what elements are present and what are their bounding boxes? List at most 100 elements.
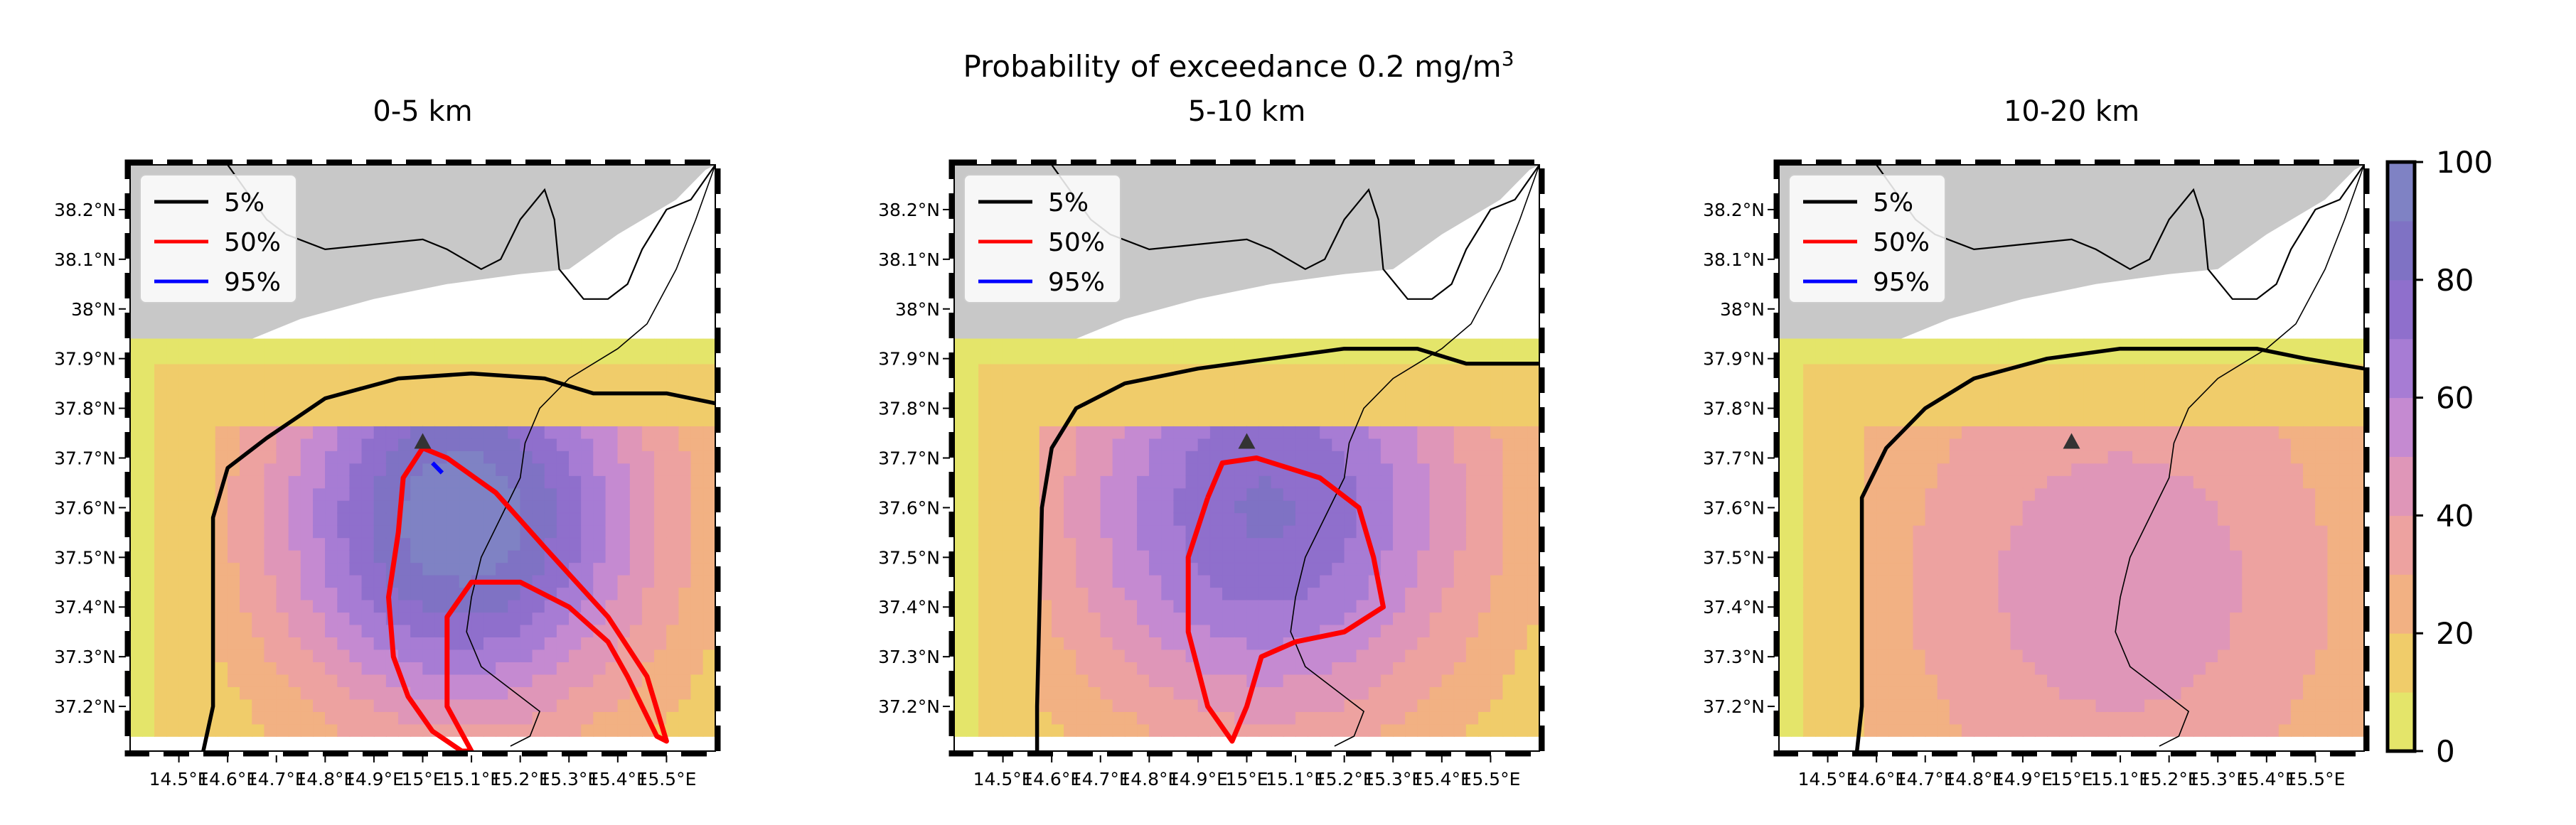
field-cell bbox=[385, 500, 399, 514]
field-cell bbox=[556, 363, 570, 377]
y-tick-label: 37.5°N bbox=[878, 547, 940, 568]
field-cell bbox=[337, 637, 351, 650]
field-cell bbox=[1258, 400, 1272, 414]
field-cell bbox=[1779, 512, 1792, 526]
field-cell bbox=[2266, 463, 2280, 476]
field-cell bbox=[569, 450, 582, 464]
field-cell bbox=[1986, 500, 1999, 514]
field-cell bbox=[1405, 413, 1418, 426]
field-cell bbox=[2157, 351, 2170, 365]
field-cell bbox=[2242, 363, 2255, 377]
field-cell bbox=[154, 487, 168, 501]
field-cell bbox=[2157, 711, 2170, 725]
field-cell bbox=[2034, 537, 2048, 551]
field-cell bbox=[2132, 413, 2146, 426]
field-cell bbox=[252, 375, 265, 389]
field-cell bbox=[641, 587, 655, 600]
field-cell bbox=[690, 599, 704, 613]
field-cell bbox=[1234, 599, 1248, 613]
field-cell bbox=[1441, 438, 1455, 451]
field-cell bbox=[422, 500, 436, 514]
field-cell bbox=[2034, 413, 2048, 426]
field-cell bbox=[1839, 338, 1853, 352]
field-cell bbox=[1271, 425, 1284, 439]
field-cell bbox=[2351, 537, 2364, 551]
field-cell bbox=[1161, 549, 1175, 564]
field-cell bbox=[2132, 711, 2146, 725]
field-cell bbox=[459, 388, 472, 401]
field-cell bbox=[1827, 450, 1841, 464]
field-cell bbox=[178, 599, 192, 613]
field-cell bbox=[1925, 512, 1938, 526]
field-cell bbox=[617, 711, 631, 725]
field-cell bbox=[434, 562, 448, 576]
field-cell bbox=[154, 649, 168, 663]
field-cell bbox=[178, 562, 192, 576]
field-cell bbox=[2181, 574, 2194, 588]
field-cell bbox=[1453, 463, 1467, 476]
field-cell bbox=[966, 711, 979, 725]
field-cell bbox=[361, 351, 375, 365]
field-cell bbox=[130, 699, 143, 712]
field-cell bbox=[337, 351, 351, 365]
field-cell bbox=[373, 388, 387, 401]
field-cell bbox=[1197, 463, 1211, 476]
field-cell bbox=[1949, 624, 1962, 638]
field-cell bbox=[1527, 463, 1539, 476]
field-cell bbox=[1320, 425, 1333, 439]
field-cell bbox=[1064, 500, 1077, 514]
field-cell bbox=[130, 351, 143, 365]
field-cell bbox=[2107, 487, 2121, 501]
field-cell bbox=[1271, 674, 1284, 687]
field-cell bbox=[966, 637, 979, 650]
field-cell bbox=[2278, 512, 2292, 526]
field-cell bbox=[1185, 699, 1199, 712]
field-cell bbox=[410, 599, 424, 613]
field-cell bbox=[520, 338, 533, 352]
field-cell bbox=[141, 475, 156, 489]
field-cell bbox=[690, 662, 704, 675]
field-cell bbox=[2095, 662, 2109, 675]
field-cell bbox=[1453, 723, 1467, 737]
field-cell bbox=[1478, 612, 1492, 625]
field-cell bbox=[1051, 711, 1065, 725]
field-cell bbox=[1815, 612, 1829, 625]
field-cell bbox=[2022, 637, 2036, 650]
field-cell bbox=[2046, 375, 2061, 389]
field-cell bbox=[2278, 549, 2292, 564]
field-cell bbox=[1864, 512, 1877, 526]
field-cell bbox=[154, 375, 168, 389]
field-cell bbox=[1307, 686, 1321, 700]
field-cell bbox=[1258, 587, 1272, 600]
field-cell bbox=[1949, 487, 1962, 501]
field-cell bbox=[629, 624, 643, 638]
field-cell bbox=[313, 500, 326, 514]
field-cell bbox=[2303, 674, 2316, 687]
field-cell bbox=[1937, 662, 1950, 675]
field-cell bbox=[459, 500, 472, 514]
field-cell bbox=[556, 388, 570, 401]
field-cell bbox=[1039, 624, 1052, 638]
field-cell bbox=[1136, 587, 1150, 600]
field-cell bbox=[1864, 711, 1877, 725]
field-cell bbox=[447, 524, 460, 539]
field-cell bbox=[2157, 425, 2170, 439]
field-cell bbox=[349, 338, 363, 352]
field-cell bbox=[1271, 524, 1284, 539]
field-cell bbox=[2132, 624, 2146, 638]
field-cell bbox=[1380, 463, 1394, 476]
field-cell bbox=[2169, 375, 2182, 389]
field-cell bbox=[1356, 363, 1369, 377]
field-cell bbox=[1320, 612, 1333, 625]
field-cell bbox=[178, 537, 192, 551]
field-cell bbox=[532, 450, 545, 464]
field-cell bbox=[1949, 338, 1962, 352]
field-cell bbox=[434, 711, 448, 725]
field-cell bbox=[459, 450, 472, 464]
field-cell bbox=[1502, 574, 1516, 588]
field-cell bbox=[508, 662, 521, 675]
field-cell bbox=[434, 413, 448, 426]
field-cell bbox=[1173, 425, 1187, 439]
field-cell bbox=[1100, 351, 1113, 365]
